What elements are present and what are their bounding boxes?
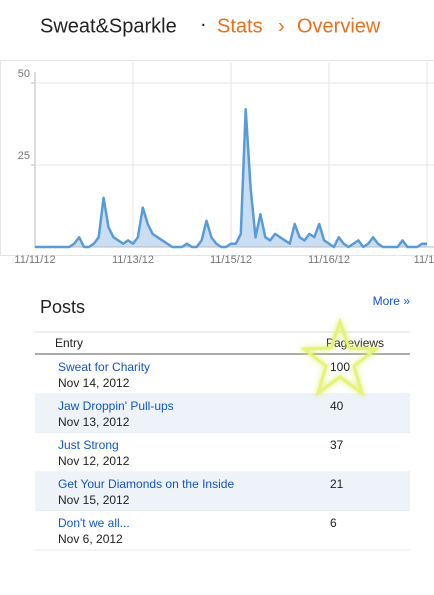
x-tick-label: 11/13/12 <box>112 254 154 266</box>
chart: 25 50 11/11/12 11/13/12 11/15/12 11/16/12 11/1… <box>14 62 434 266</box>
stats-link[interactable]: Stats <box>217 15 263 37</box>
column-header: Entry <box>55 336 83 350</box>
blog-name: Sweat&Sparkle <box>40 15 177 37</box>
pageviews: 37 <box>330 438 344 452</box>
row-background <box>35 394 410 433</box>
row-background <box>35 433 410 472</box>
overview-title: Overview <box>297 15 381 37</box>
post-date: Nov 6, 2012 <box>58 532 123 546</box>
chart-frame <box>0 60 434 256</box>
pageviews: 21 <box>330 477 344 491</box>
y-tick-label: 25 <box>18 150 30 162</box>
separator: · <box>200 13 207 35</box>
row-background <box>35 511 410 550</box>
post-title[interactable]: Don't we all... <box>58 516 130 530</box>
x-tick-label: 11/18 <box>414 254 434 266</box>
line <box>35 107 427 249</box>
post-date: Nov 12, 2012 <box>58 454 130 468</box>
x-tick-label: 11/16/12 <box>308 254 350 266</box>
pageviews: 40 <box>330 399 344 413</box>
pageviews: 6 <box>330 516 337 530</box>
row-background <box>35 355 410 394</box>
posts-table: Entry Pageviews Sweat for Charity Nov 14, 2… <box>35 331 410 551</box>
more-link[interactable]: More » <box>373 294 411 308</box>
post-date: Nov 14, 2012 <box>58 376 130 390</box>
x-tick-label: 11/15/12 <box>210 254 252 266</box>
column-header: Pageviews <box>326 336 384 350</box>
y-tick-label: 50 <box>18 68 30 80</box>
posts-title: Posts <box>40 297 85 317</box>
separator: › <box>278 15 285 37</box>
post-title[interactable]: Get Your Diamonds on the Inside <box>58 477 234 491</box>
post-date: Nov 13, 2012 <box>58 415 130 429</box>
x-tick-label: 11/11/12 <box>14 254 55 266</box>
star-highlight <box>299 317 381 397</box>
post-date: Nov 15, 2012 <box>58 493 130 507</box>
post-title[interactable]: Just Strong <box>58 438 119 452</box>
row-background <box>35 472 410 511</box>
post-title[interactable]: Sweat for Charity <box>58 360 150 374</box>
post-title[interactable]: Jaw Droppin' Pull-ups <box>58 399 174 413</box>
pageviews: 100 <box>330 360 350 374</box>
